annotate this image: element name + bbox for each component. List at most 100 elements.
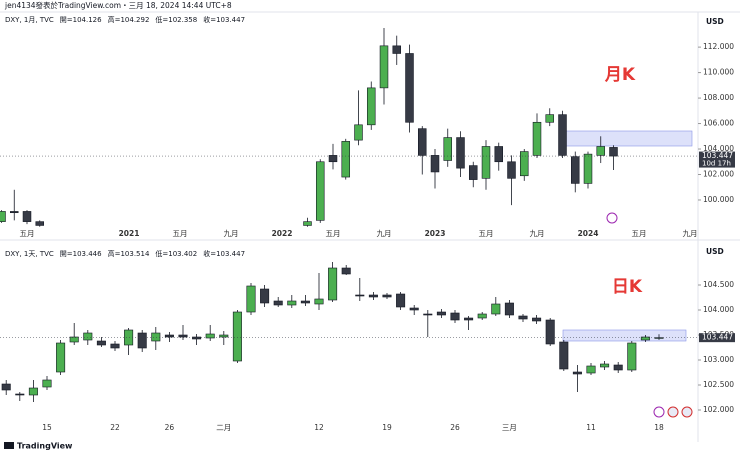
y-tick-label: 100.000 <box>703 195 734 204</box>
candle-body <box>654 337 664 339</box>
candle-body <box>273 300 283 306</box>
candle-body <box>423 313 433 316</box>
legend-item: 高=103.514 <box>108 249 150 258</box>
candle-body <box>382 294 392 298</box>
legend-item: 開=103.446 <box>60 250 102 258</box>
x-tick-label: 五月 <box>20 229 35 238</box>
x-tick-label: 2024 <box>578 229 599 238</box>
legend-item: 高=104.292 <box>108 15 150 24</box>
y-tick-label: 103.000 <box>703 355 734 364</box>
y-tick-label: 104.000 <box>703 144 734 153</box>
candle-body <box>1 383 11 391</box>
candle-body <box>443 137 453 161</box>
candle-body <box>468 165 478 180</box>
y-tick-label: 104.000 <box>703 305 734 314</box>
candle-body <box>519 151 529 177</box>
candle-body <box>481 146 491 179</box>
candle-body <box>28 387 38 396</box>
x-tick-label: 五月 <box>326 229 341 238</box>
x-tick-label: 22 <box>110 423 120 432</box>
y-tick-label: 104.500 <box>703 280 734 289</box>
x-tick-label: 18 <box>654 423 664 432</box>
candle-body <box>303 221 312 226</box>
candle-body <box>110 343 120 349</box>
candle-body <box>232 311 242 362</box>
x-tick-label: 二月 <box>216 423 231 432</box>
candle-body <box>583 153 593 184</box>
candle-body <box>613 364 623 371</box>
candle-body <box>609 147 618 157</box>
candle-body <box>627 342 637 371</box>
candle-body <box>392 45 402 54</box>
candle-body <box>572 371 582 375</box>
candle-body <box>22 211 32 222</box>
y-tick-label: 106.000 <box>703 119 734 128</box>
candle-body <box>368 294 378 298</box>
candle-body <box>450 312 460 321</box>
x-tick-label: 15 <box>42 423 52 432</box>
y-tick-label: 108.000 <box>703 93 734 102</box>
candle-body <box>504 302 514 316</box>
y-tick-label: 110.000 <box>703 68 734 77</box>
candle-body <box>205 333 215 339</box>
candle-body <box>315 161 325 221</box>
candle-body <box>600 363 610 368</box>
candle-body <box>436 311 446 316</box>
event-icon[interactable] <box>606 212 618 224</box>
candle-body <box>15 393 25 396</box>
legend-item: 收=103.447 <box>203 249 245 258</box>
candle-body <box>83 332 93 341</box>
candle-body <box>532 317 542 322</box>
zone-box <box>562 130 693 147</box>
candle-body <box>518 315 528 320</box>
candle-body <box>9 211 19 214</box>
last-price-box <box>699 333 735 343</box>
candle-body <box>545 114 555 123</box>
legend-item: 低=103.402 <box>155 249 197 258</box>
last-price-label: 103.447 <box>702 333 733 342</box>
annotation: 日K <box>612 277 643 297</box>
candle-body <box>341 141 351 178</box>
candle-body <box>192 336 202 340</box>
candle-body <box>456 137 465 169</box>
candle-body <box>328 155 338 163</box>
candle-body <box>219 334 229 338</box>
event-icon[interactable] <box>653 406 665 418</box>
candle-body <box>430 155 440 173</box>
candle-body <box>300 300 310 304</box>
candle-body <box>137 332 147 349</box>
candle-body <box>314 298 324 305</box>
candle-body <box>260 288 270 304</box>
x-tick-label: 九月 <box>377 229 392 238</box>
x-tick-label: 2021 <box>119 229 140 238</box>
last-price-label: 103.447 <box>702 151 733 160</box>
candle-body <box>545 319 555 345</box>
candle-body <box>96 340 106 346</box>
currency-label: USD <box>706 247 724 256</box>
legend-item: 收=103.447 <box>203 15 245 24</box>
candle-body <box>164 334 174 338</box>
candle-body <box>287 300 297 306</box>
legend-item: DXY, 1月, TVC <box>5 16 54 24</box>
candle-body <box>35 221 45 226</box>
x-tick-label: 九月 <box>224 229 239 238</box>
annotation: 月K <box>604 65 636 85</box>
footer-logo[interactable]: TradingView <box>17 442 73 451</box>
x-tick-label: 五月 <box>632 229 647 238</box>
last-price-box <box>699 151 735 168</box>
candle-body <box>246 285 256 313</box>
candle-body <box>640 336 650 341</box>
flag-icon[interactable] <box>681 406 693 418</box>
legend-item: 開=104.126 <box>60 16 102 24</box>
x-tick-label: 19 <box>382 423 392 432</box>
x-tick-label: 26 <box>450 423 460 432</box>
y-tick-label: 112.000 <box>703 42 734 51</box>
currency-label: USD <box>706 17 724 26</box>
candle-body <box>328 267 338 301</box>
x-tick-label: 九月 <box>683 229 698 238</box>
flag-icon[interactable] <box>667 406 679 418</box>
candle-body <box>42 379 52 388</box>
candle-body <box>405 53 414 123</box>
y-tick-label: 102.000 <box>703 170 734 179</box>
